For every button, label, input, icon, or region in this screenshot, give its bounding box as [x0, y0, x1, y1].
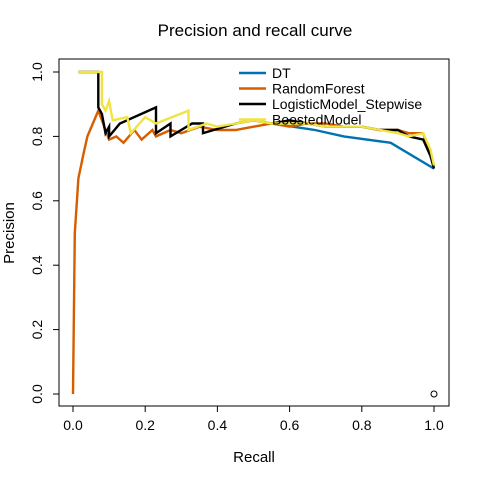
- legend-label-logisticmodel-stepwise: LogisticModel_Stepwise: [272, 96, 422, 112]
- legend-label-boostedmodel: BoostedModel: [272, 112, 362, 128]
- y-tick-label: 1.0: [29, 62, 45, 82]
- x-tick-label: 0.6: [280, 417, 300, 433]
- y-axis: 0.0 0.2 0.4 0.6 0.8 1.0: [29, 62, 59, 404]
- x-tick-label: 0.0: [63, 417, 83, 433]
- y-tick-label: 0.2: [29, 320, 45, 340]
- legend-label-randomforest: RandomForest: [272, 81, 365, 97]
- x-tick-label: 0.8: [352, 417, 372, 433]
- series-line-dt: [272, 124, 434, 169]
- y-tick-label: 0.8: [29, 126, 45, 146]
- legend-label-dt: DT: [272, 65, 291, 81]
- markers: [431, 391, 437, 397]
- x-axis: 0.0 0.2 0.4 0.6 0.8 1.0: [63, 406, 444, 433]
- point-marker: [431, 391, 437, 397]
- y-tick-label: 0.0: [29, 384, 45, 404]
- x-tick-label: 1.0: [424, 417, 444, 433]
- y-tick-label: 0.4: [29, 255, 45, 275]
- y-tick-label: 0.6: [29, 191, 45, 211]
- legend: DTRandomForestLogisticModel_StepwiseBoos…: [239, 65, 422, 128]
- chart-title: Precision and recall curve: [158, 21, 353, 40]
- x-axis-label: Recall: [233, 449, 275, 466]
- x-tick-label: 0.4: [208, 417, 228, 433]
- x-tick-label: 0.2: [135, 417, 155, 433]
- y-axis-label: Precision: [1, 202, 18, 264]
- series-line-randomforest: [73, 111, 434, 394]
